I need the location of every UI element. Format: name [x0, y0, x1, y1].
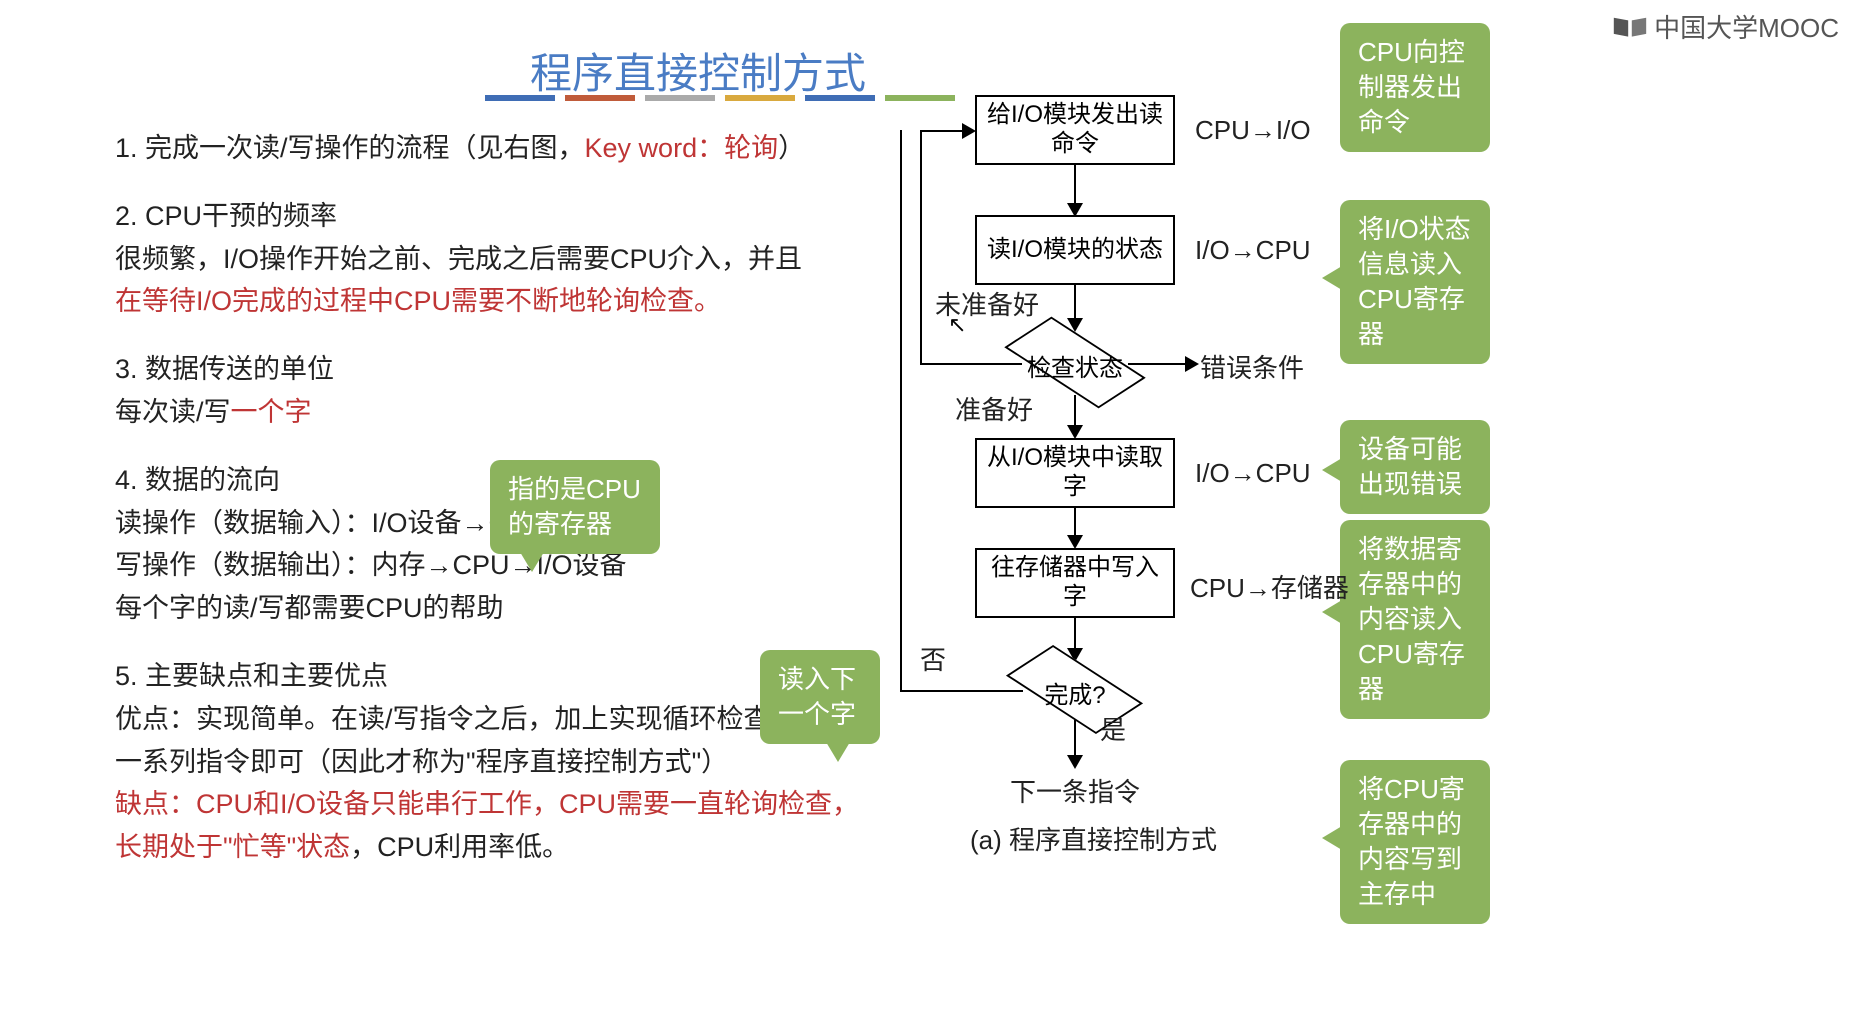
p1: 1. 完成一次读/写操作的流程（见右图，Key word：轮询）	[115, 130, 865, 168]
flow-node-read-status: 读I/O模块的状态	[975, 215, 1175, 285]
flow-node-read-word: 从I/O模块中读取字	[975, 438, 1175, 508]
flow-caption: (a) 程序直接控制方式	[970, 820, 1217, 857]
flowchart: 给I/O模块发出读命令 CPU→I/O 读I/O模块的状态 I/O→CPU 检查…	[900, 80, 1500, 1000]
p2-line2: 在等待I/O完成的过程中CPU需要不断地轮询检查。	[115, 283, 865, 321]
book-icon	[1612, 15, 1648, 39]
color-bar	[805, 95, 875, 101]
p3-heading: 3. 数据传送的单位	[115, 351, 865, 389]
watermark: 中国大学MOOC	[1612, 8, 1839, 45]
p5-line1: 优点：实现简单。在读/写指令之后，加上实现循环检查的	[115, 701, 865, 739]
color-bar	[485, 95, 555, 101]
p3-line1: 每次读/写一个字	[115, 394, 865, 432]
flow-label-io-cpu: I/O→CPU	[1195, 235, 1311, 266]
p5-line4: 长期处于"忙等"状态，CPU利用率低。	[115, 829, 865, 867]
color-bars	[485, 95, 955, 101]
p5-heading: 5. 主要缺点和主要优点	[115, 658, 865, 696]
color-bar	[565, 95, 635, 101]
flow-label-cpu-io: CPU→I/O	[1195, 115, 1311, 146]
color-bar	[725, 95, 795, 101]
flow-label-io-cpu2: I/O→CPU	[1195, 458, 1311, 489]
p4-line2: 写操作（数据输出）：内存→CPU→I/O设备	[115, 547, 865, 585]
color-bar	[645, 95, 715, 101]
flow-node-write-mem: 往存储器中写入字	[975, 548, 1175, 618]
p5-line3: 缺点：CPU和I/O设备只能串行工作，CPU需要一直轮询检查，	[115, 786, 865, 824]
cursor-icon: ↖	[948, 312, 966, 338]
flow-node-issue-read: 给I/O模块发出读命令	[975, 95, 1175, 165]
flow-diamond-done-label: 完成?	[1005, 675, 1145, 710]
page-title: 程序直接控制方式	[530, 40, 866, 101]
callout-cpu-register: 指的是CPU的寄存器	[490, 460, 660, 554]
flow-diamond-check-label: 检查状态	[1005, 348, 1145, 383]
flow-edge-no: 否	[920, 640, 946, 677]
flow-edge-yes: 是	[1100, 710, 1126, 747]
p5-line2: 一系列指令即可（因此才称为"程序直接控制方式"）	[115, 744, 865, 782]
flow-end-label: 下一条指令	[1010, 772, 1140, 809]
p2-heading: 2. CPU干预的频率	[115, 198, 865, 236]
callout-next-word: 读入下一个字	[760, 650, 880, 744]
p4-line3: 每个字的读/写都需要CPU的帮助	[115, 590, 865, 628]
flow-edge-error: 错误条件	[1200, 348, 1304, 385]
watermark-text: 中国大学MOOC	[1654, 8, 1839, 45]
flow-label-cpu-mem: CPU→存储器	[1190, 568, 1349, 605]
p2-line1: 很频繁，I/O操作开始之前、完成之后需要CPU介入，并且	[115, 241, 865, 279]
flow-edge-ready: 准备好	[955, 390, 1033, 427]
